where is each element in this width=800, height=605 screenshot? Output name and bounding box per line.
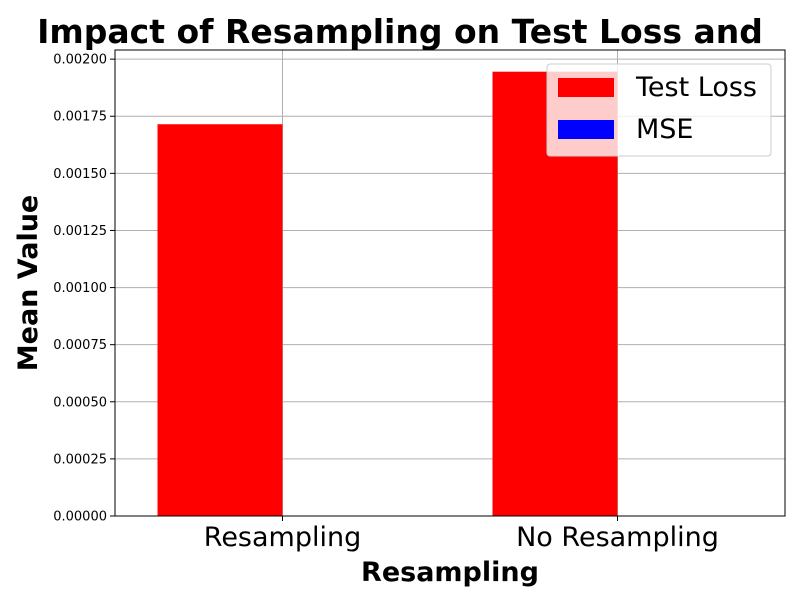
bar-test-loss	[157, 124, 283, 516]
x-axis-ticks: Resampling No Resampling	[204, 516, 719, 553]
y-tick-label: 0.00050	[53, 395, 107, 410]
x-tick-label: Resampling	[204, 522, 361, 553]
chart-title: Impact of Resampling on Test Loss and	[37, 12, 763, 51]
y-tick-label: 0.00075	[53, 338, 107, 353]
y-tick-label: 0.00125	[53, 224, 107, 239]
x-axis-label: Resampling	[361, 557, 539, 588]
legend: Test Loss MSE	[546, 63, 772, 157]
legend-swatch	[558, 120, 614, 139]
plot-frame	[114, 49, 786, 517]
y-tick-label: 0.00175	[53, 110, 107, 125]
y-tick-label: 0.00000	[53, 510, 107, 525]
y-tick-label: 0.00100	[53, 281, 107, 296]
legend-label: Test Loss	[635, 72, 757, 103]
legend-swatch	[558, 78, 614, 97]
legend-label: MSE	[636, 114, 694, 145]
y-tick-label: 0.00150	[53, 167, 107, 182]
y-axis-ticks: 0.00000 0.00025 0.00050 0.00075 0.00100 0.001…	[53, 53, 115, 525]
x-tick-label: No Resampling	[516, 522, 719, 553]
y-tick-label: 0.00025	[53, 452, 107, 467]
y-tick-label: 0.00200	[53, 53, 107, 68]
y-axis-label: Mean Value	[13, 195, 44, 371]
